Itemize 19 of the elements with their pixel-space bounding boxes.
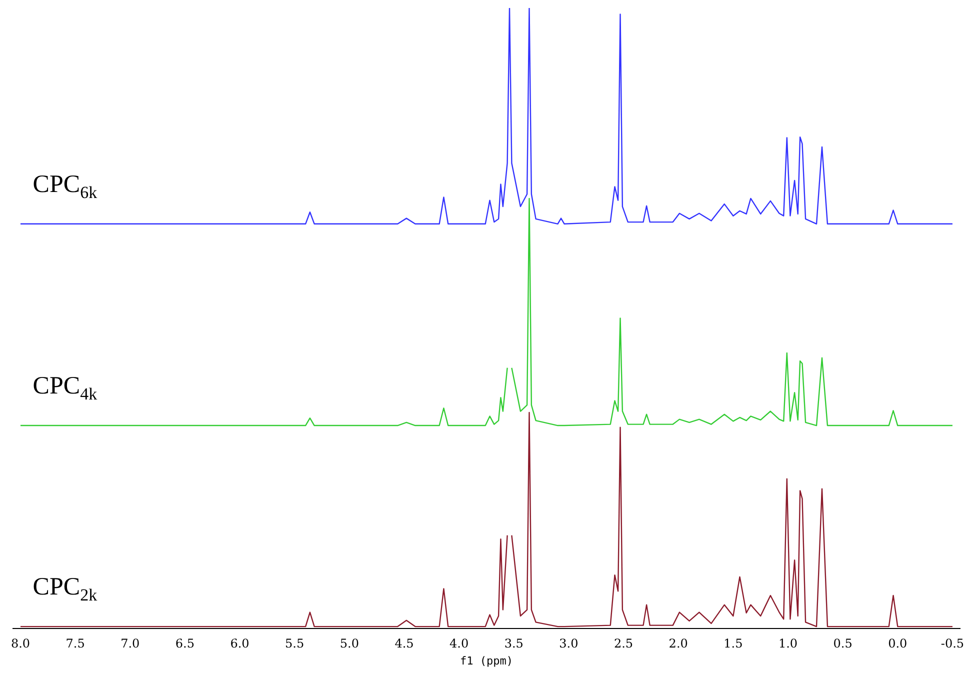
x-tick-label: 2.0	[668, 636, 688, 651]
x-tick-label: 1.0	[778, 636, 798, 651]
x-tick-label: 5.5	[285, 636, 304, 651]
x-tick-label: 4.0	[450, 636, 469, 651]
x-tick-label: 5.0	[340, 636, 359, 651]
x-tick-label: -0.5	[940, 636, 964, 651]
x-tick-label: 6.5	[175, 636, 194, 651]
x-tick-label: 4.5	[394, 636, 414, 651]
x-tick-label: 3.0	[559, 636, 578, 651]
x-tick-label: 6.0	[230, 636, 250, 651]
x-tick-label: 7.0	[120, 636, 140, 651]
x-tick-label: 0.0	[888, 636, 908, 651]
x-tick-label: 0.5	[833, 636, 852, 651]
x-tick-label: 7.5	[66, 636, 85, 651]
x-axis-title: f1 (ppm)	[460, 654, 513, 668]
x-tick-label: 8.0	[10, 636, 30, 651]
x-tick-label: 1.5	[724, 636, 743, 651]
x-tick-label: 3.5	[504, 636, 524, 651]
x-tick-label: 2.5	[614, 636, 634, 651]
